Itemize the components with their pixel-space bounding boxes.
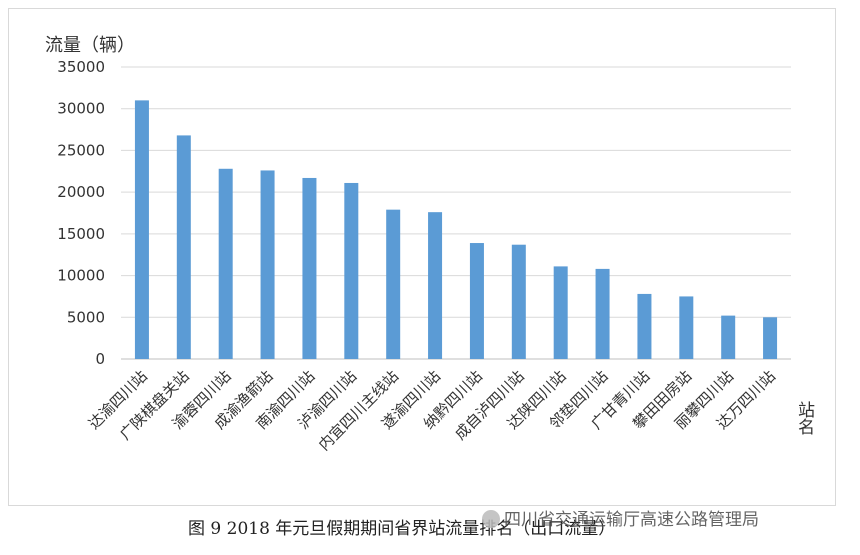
- bar: [134, 100, 149, 359]
- y-axis-label: 流量（辆）: [45, 35, 135, 56]
- bar: [469, 243, 484, 359]
- y-tick-label: 20000: [57, 183, 105, 201]
- bar: [721, 315, 736, 359]
- y-tick-label: 0: [95, 350, 105, 368]
- bar: [511, 244, 526, 359]
- y-tick-label: 15000: [57, 225, 105, 243]
- y-tick-label: 25000: [57, 141, 105, 159]
- figure-caption: 图 9 2018 年元旦假期期间省界站流量排名（出口流量）: [188, 519, 616, 539]
- bar: [260, 170, 275, 359]
- bar: [218, 168, 233, 359]
- bar: [344, 182, 359, 359]
- y-tick-label: 30000: [57, 100, 105, 118]
- chart-frame: 0 5000 10000 15000 20000 25000 30000 35000 达渝四川…: [8, 8, 836, 506]
- bar: [428, 212, 443, 359]
- y-tick-label: 10000: [57, 267, 105, 285]
- y-tick-label: 35000: [57, 58, 105, 76]
- watermark-text: 四川省交通运输厅高速公路管理局: [504, 510, 759, 530]
- bar: [679, 296, 694, 359]
- watermark: 四川省交通运输厅高速公路管理局: [482, 505, 759, 530]
- y-tick-label: 5000: [67, 308, 105, 326]
- bar: [637, 293, 652, 359]
- bar: [176, 135, 191, 359]
- bar: [763, 317, 778, 359]
- x-axis-label: 站名: [794, 401, 814, 435]
- bar: [553, 266, 568, 359]
- bar: [386, 209, 401, 359]
- bar: [595, 268, 610, 359]
- bar: [302, 177, 317, 359]
- wechat-icon: [482, 510, 500, 528]
